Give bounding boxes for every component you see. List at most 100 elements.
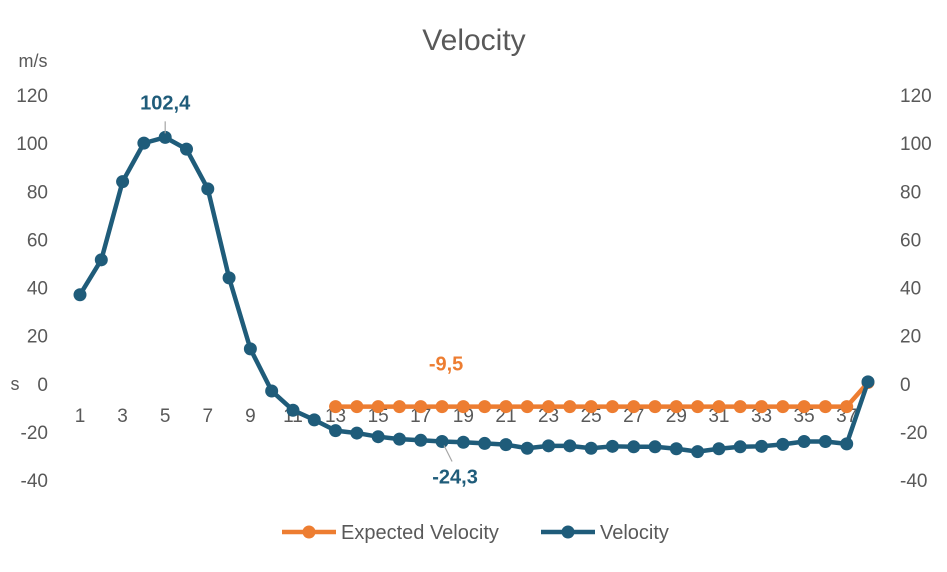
series-point-0 bbox=[563, 400, 577, 414]
x-tick-label: 19 bbox=[453, 406, 474, 427]
x-tick-label: 23 bbox=[538, 406, 559, 427]
series-point-1 bbox=[627, 440, 641, 454]
series-point-1 bbox=[733, 440, 747, 454]
series-point-1 bbox=[776, 437, 790, 451]
x-tick-label: 1 bbox=[75, 406, 86, 427]
legend-swatch-marker bbox=[302, 525, 316, 539]
series-point-0 bbox=[648, 400, 662, 414]
series-point-1 bbox=[563, 439, 577, 453]
series-point-1 bbox=[691, 445, 705, 459]
series-point-0 bbox=[520, 400, 534, 414]
series-point-1 bbox=[818, 435, 832, 448]
y-tick-label-left: 0 bbox=[37, 375, 48, 396]
legend: Expected Velocity Velocity bbox=[282, 522, 669, 544]
data-label-leader bbox=[443, 445, 453, 462]
series-point-1 bbox=[94, 253, 108, 267]
series-point-1 bbox=[797, 435, 811, 448]
x-tick-label: 13 bbox=[325, 406, 346, 427]
series-point-0 bbox=[669, 400, 683, 414]
series-point-1 bbox=[286, 403, 300, 417]
series-point-0 bbox=[456, 400, 470, 414]
series-point-1 bbox=[478, 436, 492, 450]
series-point-1 bbox=[243, 342, 257, 356]
y-axis-unit-label: m/s bbox=[19, 51, 48, 71]
series-point-1 bbox=[520, 441, 534, 455]
series-point-1 bbox=[222, 271, 236, 285]
x-tick-label: 33 bbox=[751, 406, 772, 427]
x-tick-label: 31 bbox=[708, 406, 729, 427]
y-tick-label-left: 100 bbox=[16, 134, 48, 155]
series-point-1 bbox=[542, 439, 556, 453]
series-point-1 bbox=[73, 288, 87, 302]
series-point-0 bbox=[435, 400, 449, 414]
series-point-1 bbox=[861, 375, 875, 389]
data-label: -24,3 bbox=[432, 467, 478, 489]
series-point-1 bbox=[605, 439, 619, 453]
series-point-1 bbox=[371, 430, 385, 444]
y-tick-label-right: 120 bbox=[900, 86, 932, 107]
series-point-0 bbox=[542, 400, 556, 414]
y-tick-label-right: 60 bbox=[900, 230, 921, 251]
series-point-0 bbox=[733, 400, 747, 414]
series-point-1 bbox=[329, 424, 343, 438]
series-point-0 bbox=[797, 400, 811, 414]
x-tick-label: 25 bbox=[581, 406, 602, 427]
series-point-0 bbox=[691, 400, 705, 414]
series-point-1 bbox=[712, 442, 726, 456]
series-point-1 bbox=[265, 384, 279, 398]
series-point-0 bbox=[329, 400, 343, 414]
y-tick-label-left: -40 bbox=[21, 471, 48, 492]
x-tick-label: 35 bbox=[794, 406, 815, 427]
series-point-0 bbox=[499, 400, 513, 414]
x-tick-label: 9 bbox=[245, 406, 256, 427]
x-tick-label: 3 bbox=[117, 406, 128, 427]
legend-label: Expected Velocity bbox=[341, 522, 499, 544]
y-tick-label-right: 20 bbox=[900, 327, 921, 348]
series-point-1 bbox=[456, 435, 470, 449]
x-tick-label: 5 bbox=[160, 406, 171, 427]
series-point-1 bbox=[350, 426, 364, 440]
y-tick-label-right: -20 bbox=[900, 423, 927, 444]
series-point-0 bbox=[414, 400, 428, 414]
x-tick-label: 21 bbox=[495, 406, 516, 427]
x-axis-unit-label: s bbox=[11, 374, 20, 394]
x-tick-label: 37 bbox=[836, 406, 857, 427]
series-point-1 bbox=[648, 440, 662, 454]
series-point-1 bbox=[179, 142, 193, 156]
series-point-1 bbox=[158, 130, 172, 144]
series-point-1 bbox=[414, 433, 428, 447]
y-tick-label-right: 80 bbox=[900, 182, 921, 203]
chart-title: Velocity bbox=[422, 24, 525, 57]
series-layer bbox=[73, 130, 875, 459]
series-point-1 bbox=[669, 442, 683, 456]
series-point-0 bbox=[605, 400, 619, 414]
series-point-0 bbox=[392, 400, 406, 414]
series-point-0 bbox=[478, 400, 492, 414]
y-tick-label-right: 40 bbox=[900, 279, 921, 300]
y-tick-label-left: -20 bbox=[21, 423, 48, 444]
series-point-1 bbox=[584, 441, 598, 455]
series-point-0 bbox=[776, 400, 790, 414]
series-point-1 bbox=[137, 136, 151, 150]
series-point-1 bbox=[201, 182, 215, 196]
series-point-0 bbox=[818, 400, 832, 414]
series-point-1 bbox=[392, 432, 406, 446]
y-tick-label-left: 80 bbox=[27, 182, 48, 203]
y-tick-label-right: 0 bbox=[900, 375, 911, 396]
x-tick-label: 15 bbox=[368, 406, 389, 427]
series-point-1 bbox=[755, 439, 769, 453]
data-label: -9,5 bbox=[429, 354, 463, 376]
series-point-1 bbox=[435, 435, 449, 448]
series-point-0 bbox=[755, 400, 769, 414]
series-point-0 bbox=[584, 400, 598, 414]
legend-label: Velocity bbox=[600, 522, 669, 544]
series-point-0 bbox=[840, 400, 854, 414]
y-tick-label-right: 100 bbox=[900, 134, 932, 155]
y-tick-label-left: 40 bbox=[27, 279, 48, 300]
series-point-0 bbox=[712, 400, 726, 414]
y-tick-label-left: 60 bbox=[27, 230, 48, 251]
x-tick-label: 29 bbox=[666, 406, 687, 427]
y-tick-label-left: 120 bbox=[16, 86, 48, 107]
